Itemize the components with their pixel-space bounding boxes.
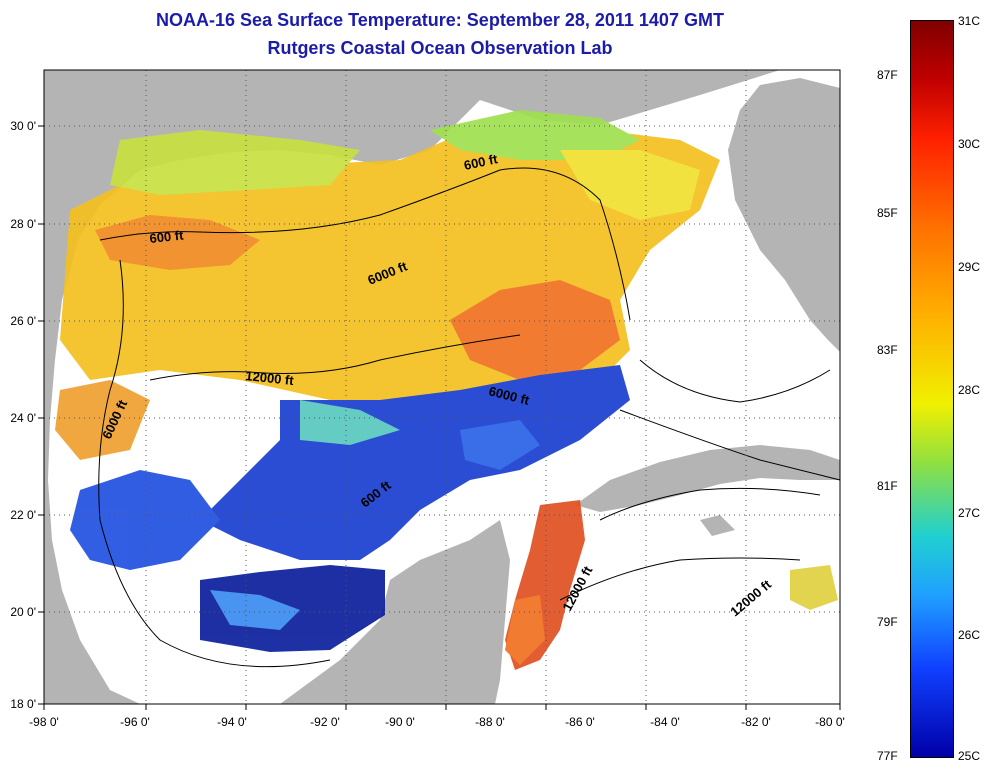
lat-label: 22 0' — [10, 508, 36, 522]
colorbar-celsius-label: 30C — [958, 137, 981, 151]
lat-label: 24 0' — [10, 411, 36, 425]
lat-label: 20 0' — [10, 605, 36, 619]
lat-label: 18 0' — [10, 697, 36, 711]
lon-label: -90 0' — [385, 715, 415, 729]
lat-label: 28 0' — [10, 217, 36, 231]
lon-label: -86 0' — [565, 715, 595, 729]
bathymetry-contours — [98, 167, 841, 668]
colorbar-celsius-label: 27C — [958, 506, 981, 520]
lon-label: -94 0' — [217, 715, 247, 729]
colorbar-fahrenheit-label: 87F — [877, 68, 898, 82]
latitude-labels: 30 0' 28 0' 26 0' 24 0' 22 0' 20 0' 18 0… — [10, 119, 36, 711]
colorbar-celsius-label: 31C — [958, 14, 981, 28]
graticule — [44, 70, 840, 704]
map-title: NOAA-16 Sea Surface Temperature: Septemb… — [156, 10, 724, 30]
colorbar-celsius-label: 26C — [958, 628, 981, 642]
lat-label: 30 0' — [10, 119, 36, 133]
sst-data — [55, 110, 838, 670]
longitude-labels: -98 0' -96 0' -94 0' -92 0' -90 0' -88 0… — [29, 715, 845, 729]
contour-label: 600 ft — [463, 151, 500, 173]
colorbar-fahrenheit-label: 85F — [877, 206, 898, 220]
colorbar-celsius-label: 28C — [958, 383, 981, 397]
colorbar-fahrenheit-label: 79F — [877, 615, 898, 629]
lon-label: -84 0' — [650, 715, 680, 729]
lon-label: -82 0' — [741, 715, 771, 729]
lat-label: 26 0' — [10, 314, 36, 328]
lon-label: -88 0' — [475, 715, 505, 729]
lon-label: -92 0' — [310, 715, 340, 729]
colorbar-celsius-label: 25C — [958, 749, 981, 763]
colorbar-fahrenheit-label: 83F — [877, 343, 898, 357]
colorbar-fahrenheit-label: 81F — [877, 479, 898, 493]
lon-label: -80 0' — [815, 715, 845, 729]
colorbar-fahrenheit-label: 77F — [877, 749, 898, 763]
contour-label: 12000 ft — [245, 368, 295, 388]
lon-label: -96 0' — [120, 715, 150, 729]
tick-marks — [38, 125, 841, 710]
temperature-colorbar — [910, 20, 954, 758]
contour-label: 600 ft — [149, 227, 185, 246]
lon-label: -98 0' — [29, 715, 59, 729]
map-subtitle: Rutgers Coastal Ocean Observation Lab — [267, 38, 613, 58]
map-frame — [43, 69, 841, 705]
colorbar-celsius-label: 29C — [958, 260, 981, 274]
